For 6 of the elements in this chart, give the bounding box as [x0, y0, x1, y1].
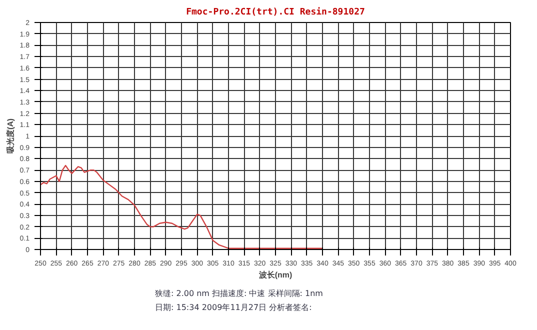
y-axis-title: 吸光度(A)	[4, 118, 15, 154]
text: 狭缝: 2.00 nm 扫描速度: 中速 采样间隔: 1nm	[155, 288, 323, 300]
x-axis-title: 波长(nm)	[258, 270, 292, 280]
line-series	[40, 164, 324, 249]
chart-title: Fmoc-Pro.2CI(trt).CI Resin-891027	[186, 6, 365, 18]
text: 日期: 15:34 2009年11月27日 分析者签名:	[155, 302, 313, 314]
